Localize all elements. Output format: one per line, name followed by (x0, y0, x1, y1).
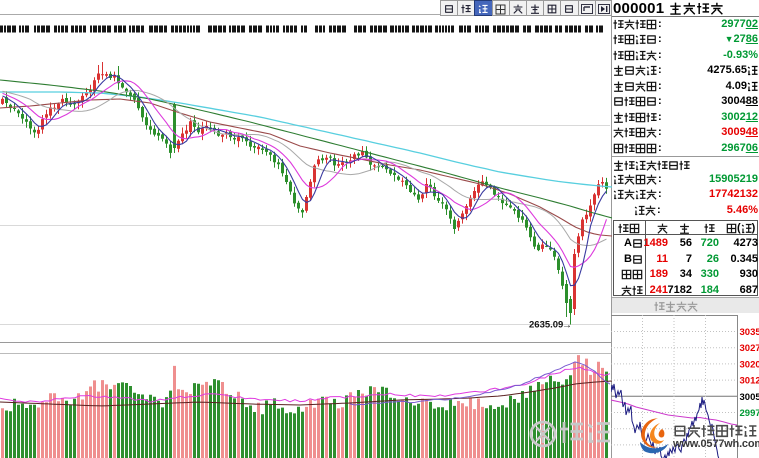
svg-text:3020: 3020 (740, 359, 759, 370)
svg-text:2997: 2997 (740, 408, 759, 419)
svg-text:→: → (562, 320, 572, 331)
svg-text:3005: 3005 (740, 392, 759, 403)
svg-text:3012: 3012 (740, 376, 759, 387)
svg-text:3027: 3027 (740, 343, 759, 354)
svg-text:2635.09: 2635.09 (529, 320, 563, 331)
svg-text:3035: 3035 (740, 327, 759, 338)
